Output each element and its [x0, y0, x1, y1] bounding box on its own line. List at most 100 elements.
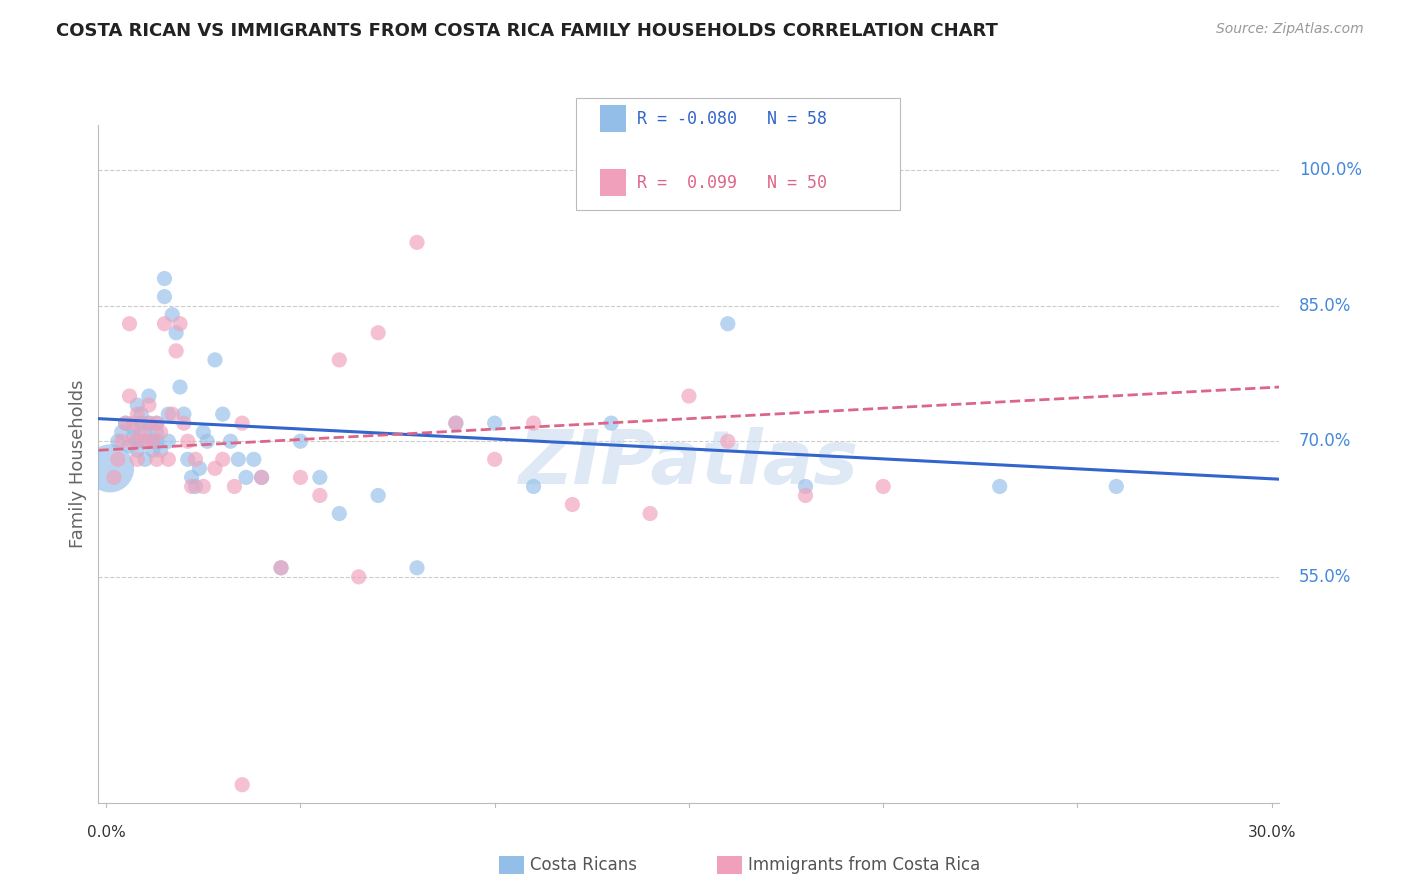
Point: [153, 317, 176, 331]
Point: [193, 425, 215, 440]
Point: [177, 452, 200, 467]
Point: [142, 443, 165, 458]
Point: [211, 407, 233, 421]
Point: [309, 488, 332, 502]
Point: [638, 507, 661, 521]
Point: [134, 425, 156, 440]
Point: [129, 407, 152, 421]
Point: [717, 434, 740, 449]
Point: [794, 488, 817, 502]
Point: [231, 778, 253, 792]
Point: [129, 425, 152, 440]
Point: [180, 479, 202, 493]
Point: [145, 434, 167, 449]
Point: [127, 434, 149, 449]
Point: [717, 317, 740, 331]
Text: Immigrants from Costa Rica: Immigrants from Costa Rica: [748, 856, 980, 874]
Point: [290, 434, 312, 449]
Point: [142, 434, 165, 449]
Text: 55.0%: 55.0%: [1299, 568, 1351, 586]
Point: [328, 352, 350, 367]
Point: [153, 271, 176, 285]
Point: [173, 416, 195, 430]
Point: [188, 461, 211, 475]
Point: [111, 425, 134, 440]
Point: [122, 434, 145, 449]
Point: [484, 416, 506, 430]
Point: [184, 452, 207, 467]
Point: [127, 452, 149, 467]
Point: [162, 407, 183, 421]
Point: [872, 479, 894, 493]
Point: [145, 425, 167, 440]
Point: [122, 420, 145, 434]
Point: [157, 407, 180, 421]
Point: [678, 389, 700, 403]
Point: [367, 488, 389, 502]
Point: [129, 416, 152, 430]
Point: [231, 416, 253, 430]
Point: [204, 461, 226, 475]
Point: [134, 452, 156, 467]
Point: [149, 425, 172, 440]
Y-axis label: Family Households: Family Households: [69, 380, 87, 548]
Text: COSTA RICAN VS IMMIGRANTS FROM COSTA RICA FAMILY HOUSEHOLDS CORRELATION CHART: COSTA RICAN VS IMMIGRANTS FROM COSTA RIC…: [56, 22, 998, 40]
Point: [107, 434, 129, 449]
Point: [145, 416, 167, 430]
Point: [224, 479, 246, 493]
Point: [157, 434, 180, 449]
Point: [1105, 479, 1128, 493]
Point: [134, 434, 156, 449]
Point: [118, 439, 141, 453]
Text: 30.0%: 30.0%: [1247, 825, 1296, 840]
Point: [177, 434, 200, 449]
Point: [211, 452, 233, 467]
Point: [157, 452, 180, 467]
Text: Costa Ricans: Costa Ricans: [530, 856, 637, 874]
Point: [111, 434, 134, 449]
Point: [138, 416, 160, 430]
Point: [118, 389, 141, 403]
Point: [98, 461, 121, 475]
Point: [290, 470, 312, 484]
Point: [138, 389, 160, 403]
Point: [406, 235, 429, 250]
Point: [153, 290, 176, 304]
Point: [114, 416, 136, 430]
Point: [165, 343, 187, 358]
Point: [309, 470, 332, 484]
Point: [127, 398, 149, 412]
Point: [162, 308, 183, 322]
Point: [250, 470, 273, 484]
Point: [226, 452, 249, 467]
Point: [794, 479, 817, 493]
Text: 85.0%: 85.0%: [1299, 297, 1351, 315]
Point: [328, 507, 350, 521]
Point: [165, 326, 187, 340]
Point: [367, 326, 389, 340]
Point: [145, 452, 167, 467]
Point: [122, 430, 145, 444]
Point: [444, 416, 467, 430]
Point: [138, 416, 160, 430]
Point: [444, 416, 467, 430]
Point: [138, 398, 160, 412]
Point: [145, 416, 167, 430]
Point: [406, 561, 429, 575]
Point: [235, 470, 257, 484]
Point: [522, 479, 544, 493]
Text: R = -0.080   N = 58: R = -0.080 N = 58: [637, 110, 827, 128]
Point: [118, 317, 141, 331]
Point: [988, 479, 1011, 493]
Point: [250, 470, 273, 484]
Point: [484, 452, 506, 467]
Text: R =  0.099   N = 50: R = 0.099 N = 50: [637, 174, 827, 192]
Point: [270, 561, 292, 575]
Point: [107, 452, 129, 467]
Point: [103, 470, 125, 484]
Point: [600, 416, 623, 430]
Text: 70.0%: 70.0%: [1299, 433, 1351, 450]
Point: [127, 443, 149, 458]
Point: [127, 407, 149, 421]
Text: 100.0%: 100.0%: [1299, 161, 1362, 179]
